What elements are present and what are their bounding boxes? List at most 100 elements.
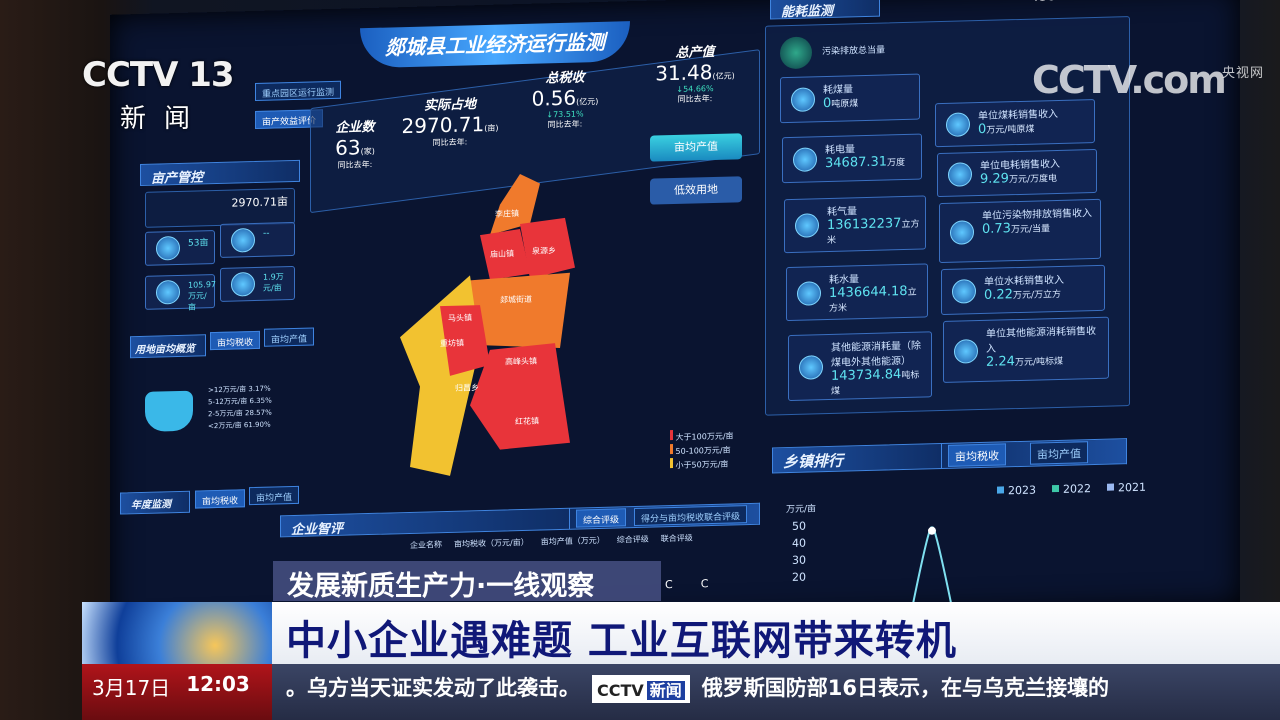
map-region-label: 郯城街道: [500, 294, 532, 305]
y-tick-label: 40: [792, 537, 806, 550]
kpi-enterprises: 企业数 63(家) 同比去年:: [335, 119, 375, 170]
water-consumption-card: 耗水量 1436644.18立方米: [786, 263, 928, 322]
legend-label: 2022: [1063, 482, 1091, 496]
other-energy-card: 其他能源消耗量（除煤电外其他能源） 143734.84吨标煤: [788, 331, 932, 402]
legend-item: 小于50万元/亩: [670, 456, 734, 472]
program-subtitle: 发展新质生产力·一线观察: [273, 561, 661, 602]
date-time-box: 3月17日 12:03: [82, 664, 272, 720]
yield-card: 53亩: [145, 230, 215, 266]
inefficient-land-button[interactable]: 低效用地: [650, 176, 742, 205]
section-annual-monitoring: 年度监测: [120, 490, 190, 515]
map-region-south: [470, 343, 570, 450]
tax-icon: [231, 271, 255, 297]
water-icon: [797, 281, 821, 306]
electricity-consumption-card: 耗电量 34687.31万度: [782, 133, 922, 184]
distribution-3d-chart: [145, 390, 193, 432]
coal-revenue-card: 单位煤耗销售收入 0万元/吨原煤: [935, 99, 1095, 148]
map-region-label: 李庄镇: [495, 208, 519, 219]
map-region-label: 庙山镇: [490, 248, 514, 259]
yield-card: 1.9万元/亩: [220, 265, 295, 302]
map-region-label: 归昌乡: [455, 382, 479, 393]
gas-consumption-card: 耗气量 136132237立方米: [784, 195, 926, 254]
kpi-output: 总产值 31.48(亿元) ↓54.66% 同比去年:: [655, 44, 735, 104]
news-ticker: 。乌方当天证实发动了此袭击。 CCTV 新闻 俄罗斯国防部16日表示，在与乌克兰接壤的: [272, 664, 1280, 720]
energy-icon: [954, 339, 978, 364]
tab-output[interactable]: 亩均产值: [249, 485, 300, 506]
dashboard-title: 郯城县工业经济运行监测: [360, 21, 630, 69]
map-region: [470, 272, 570, 349]
area-icon: [156, 235, 180, 261]
tab-tax[interactable]: 亩均税收: [195, 489, 246, 509]
map-region-label: 马头镇: [448, 312, 472, 323]
map-region-north: [490, 174, 540, 235]
kpi-tax: 总税收 0.56(亿元) ↓73.51% 同比去年:: [531, 70, 599, 130]
electricity-icon: [793, 147, 817, 172]
pollution-revenue-card: 单位污染物排放销售收入 0.73万元/当量: [939, 198, 1101, 264]
tab-overall-rating[interactable]: 综合评级: [576, 508, 627, 528]
coal-icon: [791, 87, 815, 112]
map-legend: 大于100万元/亩 50-100万元/亩 小于50万元/亩: [670, 428, 734, 472]
electricity-revenue-card: 单位电耗销售收入 9.29万元/万度电: [937, 148, 1097, 198]
coal-icon: [946, 112, 970, 137]
tab-tax[interactable]: 亩均税收: [210, 330, 261, 351]
legend-label: 2023: [1008, 484, 1036, 498]
energy-top-value: 439199: [1030, 0, 1083, 5]
tab-joint-rating[interactable]: 得分与亩均税收联合评级: [634, 505, 748, 527]
legend-swatch: [997, 486, 1004, 494]
output-per-mu-button[interactable]: 亩均产值: [650, 133, 742, 162]
pollution-label: 污染排放总当量: [822, 45, 886, 58]
series-line-2023: [911, 526, 953, 609]
water-icon: [952, 279, 976, 304]
distribution-legend: >12万元/亩 3.17% 5-12万元/亩 6.35% 2-5万元/亩 28.…: [208, 383, 272, 433]
tab-output[interactable]: 亩均产值: [264, 327, 315, 347]
dashboard-screen: 郯城县工业经济运行监测 亩产效益评价 重点园区运行监测 亩产管控 2970.71…: [110, 0, 1240, 635]
tab-park-monitoring[interactable]: 重点园区运行监测: [255, 80, 342, 101]
tab-output-per-mu[interactable]: 亩均产值: [1030, 441, 1088, 465]
channel-name: 新闻: [120, 104, 209, 134]
cctv-com-watermark: CCTV.com 央视网: [1032, 58, 1265, 102]
headline: 中小企业遇难题 工业互联网带来转机: [272, 602, 1280, 664]
energy-icon: [799, 355, 823, 380]
other-energy-revenue-card: 单位其他能源消耗销售收入 2.24万元/吨标煤: [943, 316, 1109, 383]
gas-icon: [795, 213, 819, 238]
map-region: [440, 305, 490, 376]
area-icon: [231, 227, 255, 253]
output-icon: [156, 279, 180, 305]
section-town-ranking: 乡镇排行: [772, 443, 942, 474]
section-enterprise-rating: 企业智评: [280, 507, 570, 538]
y-tick-label: 50: [792, 520, 806, 533]
cctv-news-logo: CCTV 新闻: [592, 675, 690, 703]
coal-consumption-card: 耗煤量 0吨原煤: [780, 73, 920, 124]
pollution-icon: [950, 220, 974, 245]
peak-point: [928, 526, 936, 535]
map-region-label: 泉源乡: [532, 245, 556, 256]
kpi-land: 实际占地 2970.71(亩) 同比去年:: [401, 97, 499, 148]
y-tick-label: 20: [792, 571, 806, 584]
y-axis-unit: 万元/亩: [786, 502, 816, 515]
ranking-chart: 万元/亩 50 40 30 20 2023 2022 2021: [786, 481, 1146, 609]
total-area-value: 2970.71亩: [231, 195, 289, 210]
legend-swatch: [1107, 483, 1114, 491]
legend-label: 2021: [1118, 481, 1146, 495]
map-region-label: 红花镇: [515, 416, 539, 427]
county-map: 李庄镇 庙山镇 泉源乡 郯城街道 马头镇 重坊镇 高峰头镇 归昌乡 红花镇: [400, 174, 575, 476]
y-tick-label: 30: [792, 554, 806, 567]
date: 3月17日: [92, 676, 171, 700]
legend-swatch: [1052, 484, 1059, 493]
yield-card: --: [220, 221, 295, 258]
yield-card: 105.97万元/亩: [145, 274, 216, 312]
time: 12:03: [186, 672, 250, 696]
globe-graphic: [82, 602, 272, 664]
map-region-label: 重坊镇: [440, 338, 464, 349]
section-yield-control: 亩产管控: [140, 159, 300, 187]
water-revenue-card: 单位水耗销售收入 0.22万元/万立方: [941, 264, 1105, 316]
section-energy: 能耗监测: [770, 0, 880, 20]
tab-tax-per-mu[interactable]: 亩均税收: [948, 443, 1006, 467]
electricity-icon: [948, 162, 972, 187]
enterprise-table-header: 企业名称 亩均税收（万元/亩） 亩均产值（万元） 综合评级 联合评级: [410, 533, 693, 550]
map-region: [520, 217, 575, 279]
map-region-label: 高峰头镇: [505, 356, 537, 367]
legend-item: <2万元/亩 61.90%: [208, 420, 271, 431]
section-land-overview: 用地亩均概览: [130, 334, 206, 359]
